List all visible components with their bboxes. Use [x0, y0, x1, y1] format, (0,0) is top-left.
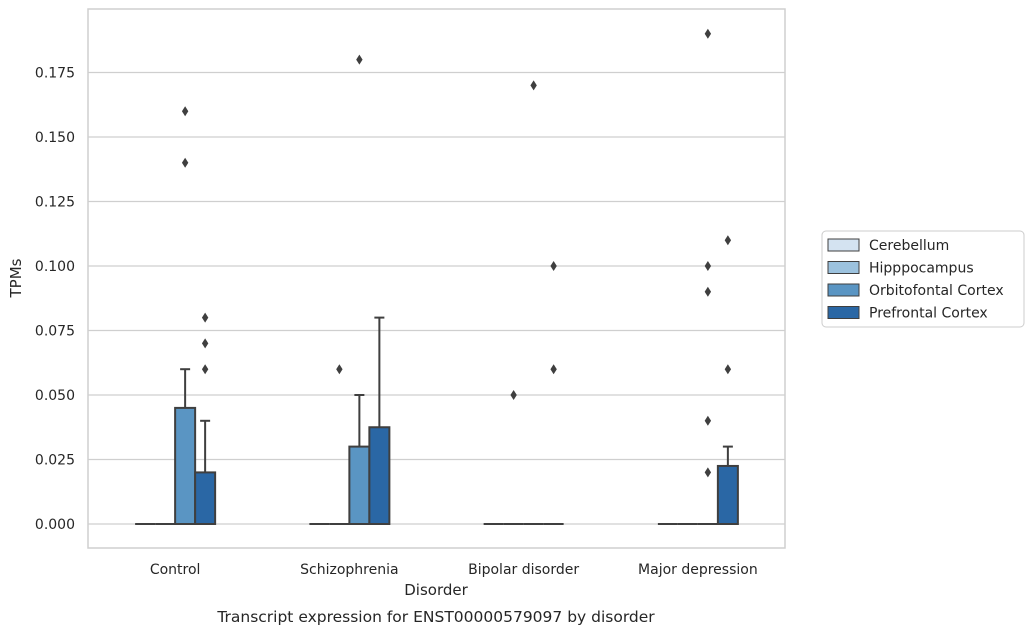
- x-tick-label: Control: [150, 562, 201, 578]
- y-tick-label: 0.100: [35, 259, 75, 275]
- outlier-marker: [704, 286, 712, 297]
- box: [716, 464, 739, 526]
- box: [194, 471, 217, 525]
- x-axis-ticks: Control Schizophrenia Bipolar disorder Majo…: [150, 562, 758, 578]
- box-group: [716, 235, 739, 526]
- outlier-marker: [356, 54, 363, 65]
- y-tick-label: 0.175: [35, 66, 75, 82]
- outlier-marker: [704, 415, 712, 426]
- y-tick-label: 0.150: [35, 130, 75, 146]
- y-tick-label: 0.125: [35, 195, 75, 211]
- x-tick-label: Major depression: [638, 562, 758, 578]
- box-group: [368, 316, 391, 525]
- x-tick-label: Schizophrenia: [300, 562, 398, 578]
- legend-swatch: [827, 306, 860, 319]
- outlier-marker: [181, 157, 189, 168]
- box-group: [194, 312, 217, 525]
- outlier-marker: [510, 390, 517, 400]
- outlier-marker: [704, 467, 712, 478]
- outlier-marker: [530, 80, 537, 91]
- y-axis-title: TPMs: [7, 258, 25, 298]
- legend-label: Cerebellum: [869, 238, 949, 254]
- plot-frame: [87, 8, 786, 549]
- legend: Cerebellum Hipppocampus Orbitofontal Corte…: [821, 230, 1025, 328]
- outlier-marker: [724, 235, 732, 246]
- legend-swatch: [827, 261, 860, 274]
- y-tick-label: 0.050: [35, 388, 75, 404]
- box-group: [523, 80, 544, 525]
- outlier-marker: [704, 261, 712, 271]
- outlier-marker: [724, 364, 732, 375]
- box: [348, 445, 371, 526]
- outlier-marker: [336, 364, 343, 375]
- box-plot-marks: [135, 28, 739, 526]
- box: [174, 406, 197, 525]
- x-tick-label: Bipolar disorder: [468, 562, 579, 578]
- outlier-marker: [550, 364, 557, 375]
- legend-swatch: [827, 238, 860, 252]
- y-tick-label: 0.000: [35, 517, 75, 533]
- legend-label: Prefrontal Cortex: [869, 306, 988, 322]
- y-tick-label: 0.025: [35, 453, 75, 469]
- legend-frame: [821, 230, 1025, 328]
- legend-label: Hipppocampus: [869, 261, 974, 277]
- box-group: [329, 364, 350, 525]
- box: [368, 426, 391, 525]
- outlier-marker: [201, 312, 209, 323]
- outlier-marker: [550, 261, 557, 271]
- x-axis-title: Disorder: [404, 581, 468, 599]
- outlier-marker: [201, 364, 209, 375]
- y-tick-label: 0.075: [35, 324, 75, 340]
- box-group: [348, 54, 371, 526]
- box-group: [697, 28, 718, 525]
- legend-swatch: [827, 283, 860, 297]
- legend-label: Orbitofontal Cortex: [869, 283, 1004, 299]
- outlier-marker: [704, 28, 712, 39]
- outlier-marker: [201, 338, 209, 349]
- box-group: [543, 261, 564, 525]
- outlier-marker: [181, 106, 189, 117]
- y-axis-ticks: 0.000 0.025 0.050 0.075 0.100 0.125 0.150 0.175: [35, 66, 75, 534]
- chart-caption: Transcript expression for ENST0000057909…: [216, 608, 655, 626]
- box-group: [503, 390, 524, 525]
- box-group: [174, 106, 197, 525]
